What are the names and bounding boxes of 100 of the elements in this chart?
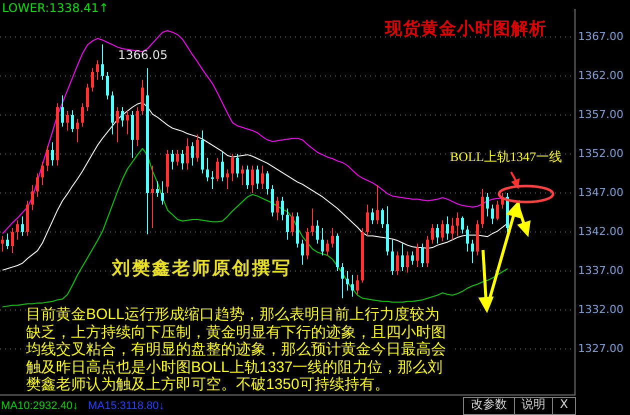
candlestick <box>11 228 14 254</box>
candlestick <box>141 79 144 116</box>
candlestick <box>291 212 294 236</box>
y-tick-label: 1332.00 <box>578 302 624 316</box>
candlestick <box>276 196 279 221</box>
candlestick <box>46 146 49 172</box>
candlestick <box>351 274 354 298</box>
candlestick <box>231 153 234 182</box>
annotation: 目前黄金BOLL运行形成缩口趋势，那么表明目前上行力度较为缺乏，上方持续向下压制，黄金明显有下行的迹象，且四小时图均线交叉粘合，有明显的盘整的迹象，那么预计黄金今日最高会触及昨日高点也是小时图BOLL上轨1337一线的阻力位，那么刘樊鑫老师认为触及上方即可空。不破1350可持续持有。 <box>26 306 454 394</box>
candlestick <box>381 208 384 229</box>
candlestick <box>76 118 79 143</box>
candlestick <box>71 110 74 133</box>
candlestick <box>286 208 289 240</box>
candlestick <box>191 142 194 166</box>
candlestick <box>366 204 369 236</box>
candlestick <box>171 150 174 170</box>
candlestick <box>341 262 344 299</box>
y-tick-label: 1337.00 <box>578 264 624 277</box>
candlestick <box>251 165 254 194</box>
y-tick-label: 1327.00 <box>578 342 624 355</box>
candlestick <box>451 217 454 240</box>
candlestick <box>236 153 239 178</box>
annotation: LOWER:1338.41↑ <box>2 1 109 16</box>
candlestick <box>86 83 89 112</box>
candlestick <box>176 150 179 166</box>
candlestick <box>496 200 499 221</box>
y-tick-label: 1357.00 <box>578 108 624 121</box>
candlestick <box>271 184 274 217</box>
text: 现货黄金小时图解析 <box>385 19 547 39</box>
candlestick <box>446 216 449 240</box>
candlestick <box>321 228 324 256</box>
candlestick <box>406 250 409 274</box>
annotation: BOLL上轨1347一线 <box>450 149 562 164</box>
candlestick <box>1 235 4 252</box>
candlestick <box>486 192 489 217</box>
candlestick <box>226 169 229 190</box>
y-tick-label: 1352.00 <box>578 146 624 160</box>
candlestick <box>326 239 329 256</box>
candlestick <box>6 233 9 250</box>
candlestick <box>396 250 399 276</box>
candlestick <box>346 270 349 291</box>
candlestick <box>21 216 24 236</box>
candlestick <box>461 216 464 234</box>
candlestick <box>491 204 494 225</box>
candlestick <box>371 208 374 225</box>
candlestick <box>391 239 394 276</box>
candlestick <box>416 243 419 268</box>
candlestick <box>16 220 19 240</box>
annotation: 1366.05 <box>118 48 168 62</box>
candlestick <box>306 228 309 260</box>
candlestick <box>206 157 209 182</box>
candlestick <box>61 94 64 128</box>
candlestick <box>121 106 124 128</box>
candlestick <box>241 165 244 186</box>
candlestick <box>256 165 259 190</box>
candlestick <box>186 138 189 170</box>
candlestick <box>96 60 99 80</box>
candlestick <box>411 250 414 266</box>
candlestick <box>41 161 44 186</box>
y-tick-label: 1362.00 <box>578 68 624 82</box>
y-tick-label: 1342.00 <box>578 224 624 238</box>
candlestick <box>471 239 474 264</box>
candlestick <box>211 170 214 190</box>
candlestick <box>376 184 379 225</box>
candlestick <box>126 110 129 135</box>
candlestick <box>66 110 69 132</box>
candlestick <box>261 165 264 190</box>
candlestick <box>181 150 184 170</box>
text: 改参数 <box>463 397 515 415</box>
candlestick <box>106 72 109 100</box>
candlestick <box>221 151 224 182</box>
candlestick <box>216 157 219 182</box>
candlestick <box>51 142 54 166</box>
candlestick <box>36 172 39 198</box>
candlestick <box>81 102 84 128</box>
candlestick <box>91 68 94 92</box>
y-tick-label: 1367.00 <box>578 30 624 43</box>
candlestick <box>441 220 444 242</box>
text: 说明 <box>514 397 553 415</box>
candlestick <box>431 224 434 244</box>
candlestick <box>436 224 439 244</box>
candlestick <box>316 220 319 244</box>
candlestick <box>311 208 314 236</box>
candlestick <box>356 274 359 295</box>
candlestick <box>331 228 334 248</box>
candlestick <box>101 44 104 80</box>
annotation: 刘樊鑫老师原创撰写 <box>112 258 292 279</box>
text: X <box>552 397 576 415</box>
candlestick <box>281 196 284 221</box>
candlestick <box>466 225 469 252</box>
candlestick <box>421 243 424 268</box>
text: MA15:3118.80↓ <box>88 400 164 412</box>
candlestick <box>301 239 304 266</box>
candlestick <box>31 184 34 211</box>
candlestick <box>156 180 159 198</box>
text: MA10:2932.40↓ <box>1 400 78 412</box>
y-tick-label: 1347.00 <box>578 186 624 199</box>
candlestick <box>196 134 199 162</box>
candlestick <box>116 106 119 143</box>
candlestick <box>151 165 154 229</box>
